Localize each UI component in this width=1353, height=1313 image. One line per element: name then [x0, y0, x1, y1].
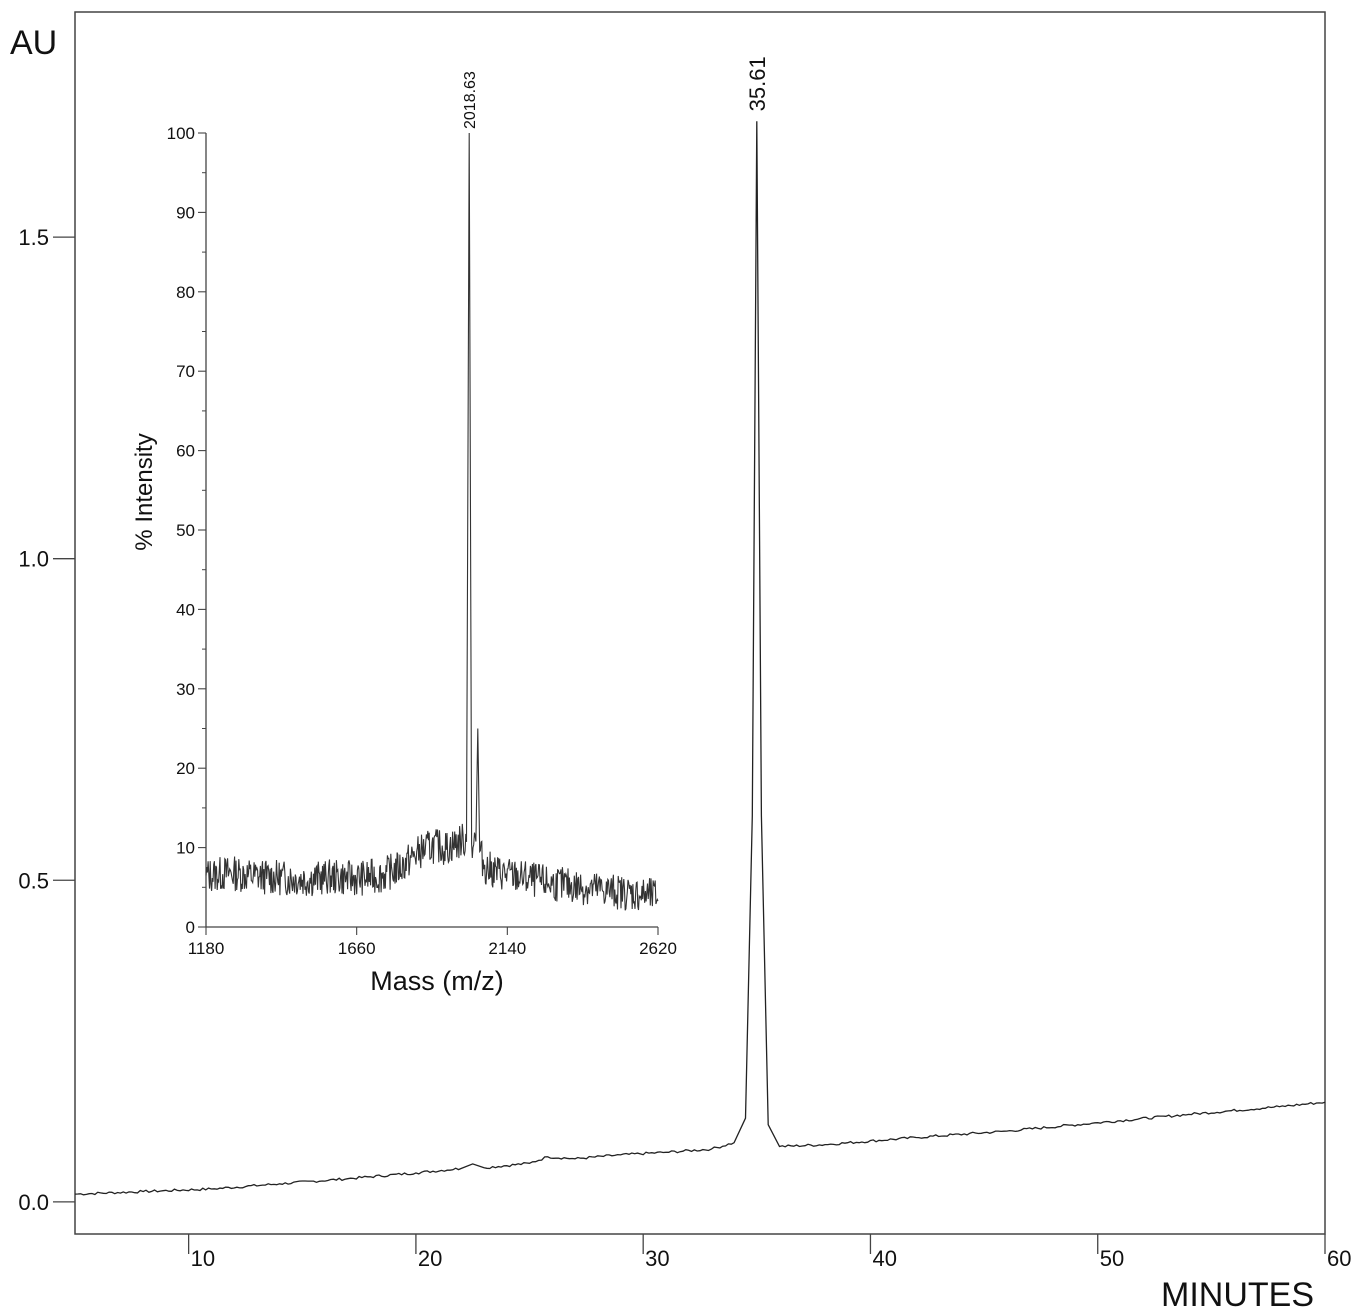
inset-y-tick-label: 0: [186, 918, 195, 937]
main-plot-frame: [74, 11, 1326, 1235]
main-y-tick-label: 1.0: [18, 547, 49, 572]
main-chromatogram-line: [74, 121, 1326, 1196]
inset-x-tick-label: 1180: [188, 939, 225, 958]
inset-y-tick-label: 40: [176, 600, 195, 619]
main-x-tick-label: 10: [191, 1246, 215, 1271]
main-x-tick-label: 60: [1327, 1246, 1351, 1271]
inset-x-tick-label: 2140: [488, 939, 526, 958]
inset-y-tick-label: 50: [176, 521, 195, 540]
main-x-axis-label: MINUTES: [1161, 1276, 1314, 1313]
inset-spectrum-line: [205, 132, 659, 911]
inset-x-tick-label: 1660: [338, 939, 376, 958]
inset-y-tick-label: 90: [176, 203, 195, 222]
main-x-tick-label: 30: [645, 1246, 669, 1271]
inset-spectrum: 0 10 20 30 40 50 60 70 80 90 100 1180 1660 2140 2620 %…: [131, 71, 677, 996]
inset-y-tick-label: 30: [176, 680, 195, 699]
inset-y-tick-label: 10: [176, 839, 195, 858]
inset-x-axis-label: Mass (m/z): [370, 966, 503, 996]
inset-y-tick-label: 60: [176, 442, 195, 461]
inset-axis-ticks: 0 10 20 30 40 50 60 70 80 90 100 1180 1660 2140 2620: [167, 124, 677, 958]
inset-x-tick-label: 2620: [639, 939, 677, 958]
inset-y-axis-label: % Intensity: [131, 433, 158, 550]
main-y-axis-label: AU: [10, 24, 57, 62]
main-y-tick-label: 0.0: [18, 1190, 49, 1215]
main-axis-ticks: 0.0 0.5 1.0 1.5 10 20 30 40 50 60: [18, 225, 1351, 1271]
inset-y-tick-label: 80: [176, 283, 195, 302]
main-x-tick-label: 20: [418, 1246, 442, 1271]
inset-y-tick-label: 100: [167, 124, 195, 143]
main-y-tick-label: 0.5: [18, 868, 49, 893]
inset-y-tick-label: 70: [176, 362, 195, 381]
inset-y-tick-label: 20: [176, 759, 195, 778]
main-y-tick-label: 1.5: [18, 225, 49, 250]
main-x-tick-label: 50: [1100, 1246, 1124, 1271]
main-x-tick-label: 40: [872, 1246, 896, 1271]
main-peak-label: 35.61: [745, 56, 770, 111]
inset-peak-label: 2018.63: [462, 71, 479, 129]
